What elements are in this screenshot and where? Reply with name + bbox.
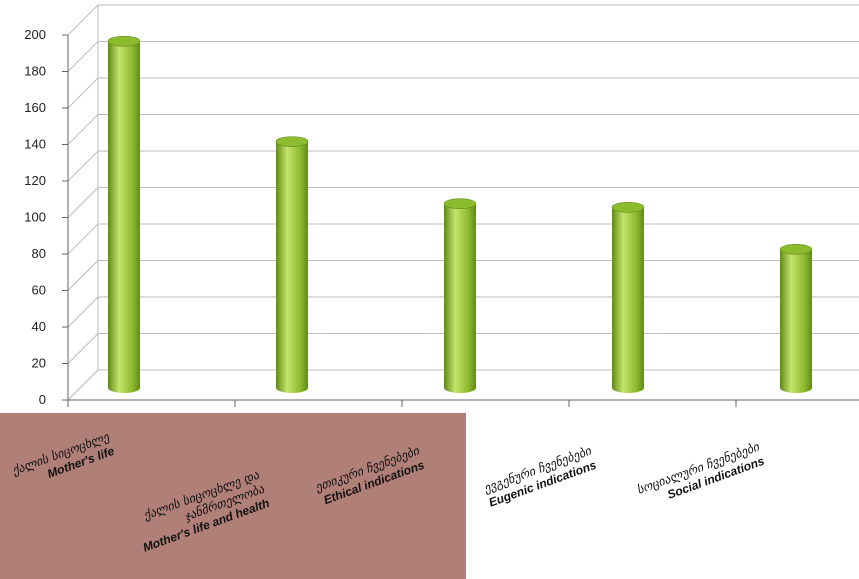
y-tick-label: 120: [24, 173, 46, 188]
y-tick-label: 140: [24, 137, 46, 152]
y-tick-labels: 0 20 40 60 80 100 120 140 160 180 200: [24, 27, 46, 407]
gridline: [67, 150, 859, 182]
y-tick-label: 200: [24, 27, 46, 42]
gridline: [67, 41, 859, 72]
y-tick-label: 20: [32, 356, 46, 371]
y-tick-label: 160: [24, 100, 46, 115]
y-tick-label: 100: [24, 210, 46, 225]
bars: [107, 35, 813, 393]
y-tick-label: 40: [32, 319, 46, 334]
y-tick-label: 80: [32, 246, 46, 261]
gridline: [67, 77, 859, 109]
bar: [443, 198, 477, 393]
axes: [62, 5, 859, 407]
floor-edge: [67, 369, 99, 401]
bar: [275, 136, 309, 393]
y-tick-label: 0: [39, 392, 46, 407]
y-tick-label: 60: [32, 283, 46, 298]
plot-area: [0, 0, 859, 413]
bar: [779, 244, 813, 393]
y-tick-label: 180: [24, 64, 46, 79]
gridline: [67, 114, 859, 145]
bar: [107, 35, 141, 393]
gridline: [67, 4, 859, 36]
bar: [611, 202, 645, 393]
